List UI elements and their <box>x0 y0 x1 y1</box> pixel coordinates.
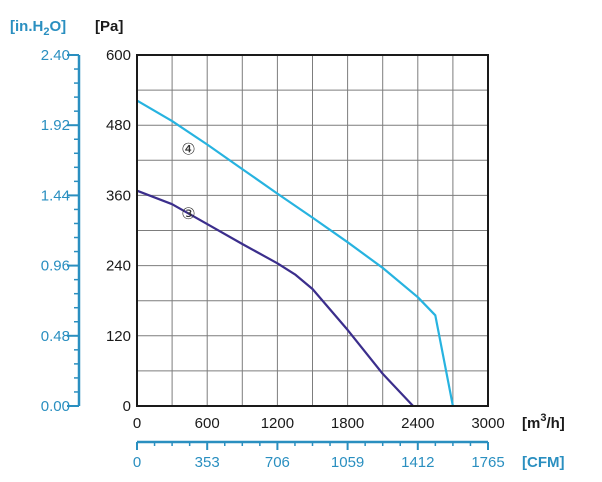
x-tick-label: 1200 <box>261 415 294 432</box>
plot-border <box>136 54 489 407</box>
secondary-y-tick-label: 0.48 <box>41 328 70 345</box>
secondary-x-unit-label: [CFM] <box>522 454 564 471</box>
secondary-y-tick-label: 0.00 <box>41 398 70 415</box>
y-tick-label: 600 <box>106 47 131 64</box>
secondary-y-unit-label: [in.H2O] <box>10 18 66 38</box>
x-tick-labels: 0 600 1200 1800 2400 3000 <box>133 415 505 432</box>
series-lines <box>136 99 454 407</box>
secondary-x-tick-label: 1412 <box>401 454 434 471</box>
secondary-y-axis: 0.00 0.48 0.96 1.44 1.92 2.40 <box>41 47 81 415</box>
y-tick-label: 120 <box>106 328 131 345</box>
y-tick-label: 360 <box>106 187 131 204</box>
plot-frame <box>136 54 489 407</box>
curve-label: ④ <box>181 140 195 159</box>
curve-label: ③ <box>181 204 195 223</box>
secondary-x-tick-label: 0 <box>133 454 141 471</box>
x-tick-label: 1800 <box>331 415 364 432</box>
y-tick-label: 480 <box>106 117 131 134</box>
secondary-y-tick-label: 1.92 <box>41 117 70 134</box>
curve-labels: ④③ <box>181 140 195 223</box>
secondary-y-tick-label: 1.44 <box>41 187 70 204</box>
secondary-x-axis: 0 353 706 1059 1412 1765 <box>133 440 505 471</box>
y-tick-labels: 0 120 240 360 480 600 <box>106 47 131 415</box>
x-axis-unit-label: [m3/h] <box>522 412 565 432</box>
grid <box>136 54 489 407</box>
series-line-1 <box>136 189 414 407</box>
x-tick-label: 2400 <box>401 415 434 432</box>
series-line-2 <box>136 99 454 407</box>
y-tick-label: 240 <box>106 258 131 275</box>
secondary-x-tick-label: 1765 <box>471 454 504 471</box>
x-tick-label: 3000 <box>471 415 504 432</box>
secondary-x-tick-label: 706 <box>265 454 290 471</box>
x-tick-label: 600 <box>195 415 220 432</box>
secondary-y-tick-label: 2.40 <box>41 47 70 64</box>
secondary-y-tick-label: 0.96 <box>41 258 70 275</box>
secondary-x-tick-label: 353 <box>195 454 220 471</box>
y-tick-label: 0 <box>123 398 131 415</box>
secondary-x-tick-label: 1059 <box>331 454 364 471</box>
x-tick-label: 0 <box>133 415 141 432</box>
y-axis-unit-label: [Pa] <box>95 18 123 35</box>
